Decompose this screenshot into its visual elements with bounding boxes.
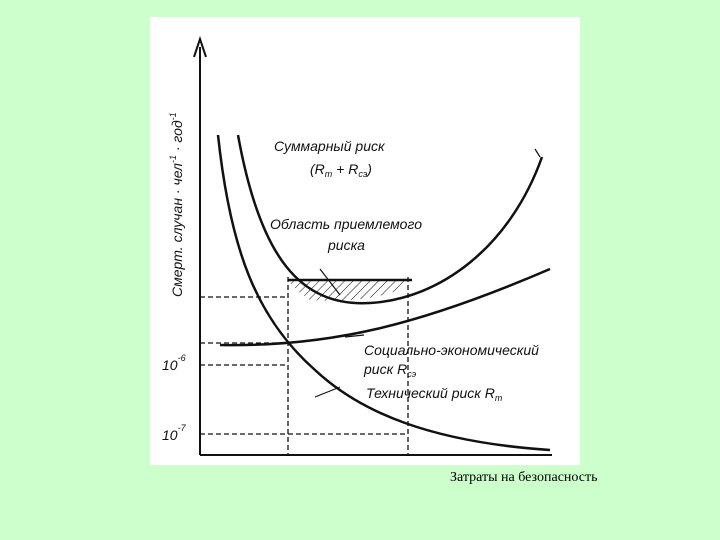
y-axis-label: Смерт. случан · чел-1 · год-1 [168,112,185,297]
reference-lines [200,277,409,455]
acceptable-risk-area [288,280,412,301]
leader-lines [314,148,541,398]
acceptable-area-label-line1: Область приемлемого [270,216,422,232]
risk-diagram-figure: Смерт. случан · чел-1 · год-1 10-6 10-7 … [150,17,580,465]
socio-economic-label-line1: Социально-экономический [364,342,539,358]
y-axis [193,35,207,455]
acceptable-area-label-line2: риска [327,237,365,253]
socio-economic-risk-curve [219,267,551,347]
technical-risk-curve [216,134,551,452]
total-risk-label-line2: (Rт + Rсэ) [310,161,372,179]
total-risk-label-line1: Суммарный риск [274,138,386,154]
tick-label-10e-7: 10-7 [162,423,187,443]
socio-economic-label-line2: риск Rсэ [363,361,417,379]
slide-caption: Затраты на безопасность [450,470,598,485]
total-risk-curve [236,134,544,305]
y-axis-arrow-icon [193,35,207,58]
tick-label-10e-6: 10-6 [162,353,186,373]
risk-diagram: Смерт. случан · чел-1 · год-1 10-6 10-7 … [162,35,552,456]
technical-risk-label: Технический риск Rт [366,385,503,403]
